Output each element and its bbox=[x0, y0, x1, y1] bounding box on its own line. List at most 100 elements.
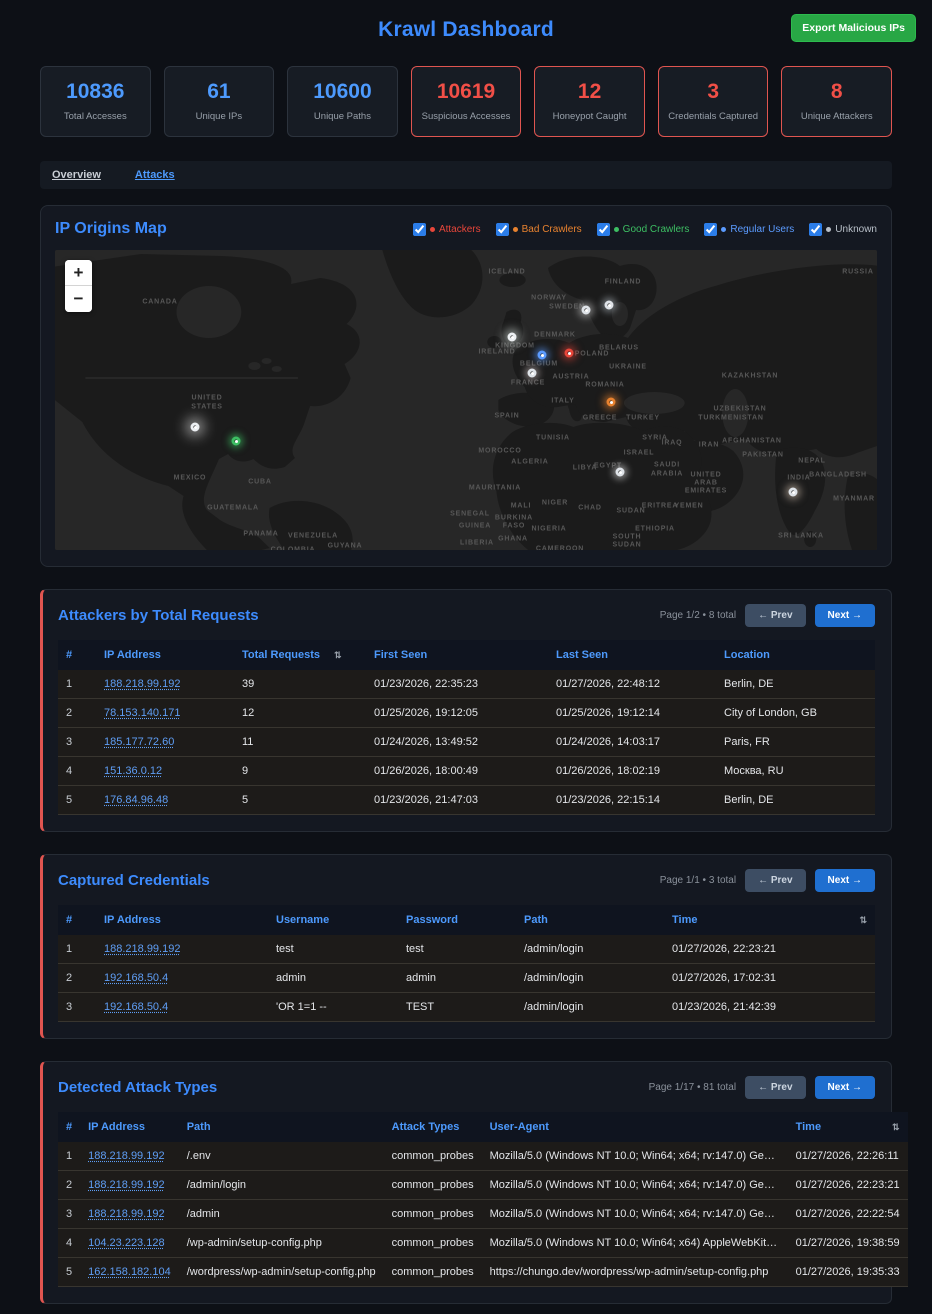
ip-link[interactable]: 192.168.50.4 bbox=[104, 1001, 168, 1013]
table-row: 3 192.168.50.4 'OR 1=1 -- TEST /admin/lo… bbox=[58, 993, 875, 1022]
map-marker-unknown[interactable] bbox=[605, 301, 614, 310]
table-row: 1 188.218.99.192 test test /admin/login … bbox=[58, 935, 875, 964]
ip-link[interactable]: 185.177.72.60 bbox=[104, 736, 174, 748]
ip-link[interactable]: 162.158.182.104 bbox=[88, 1266, 171, 1278]
prev-button[interactable]: ← Prev bbox=[745, 604, 805, 627]
ip-link[interactable]: 188.218.99.192 bbox=[88, 1179, 164, 1191]
map-legend-item[interactable]: Regular Users bbox=[704, 223, 794, 236]
map-legend-item[interactable]: Attackers bbox=[413, 223, 481, 236]
ip-link[interactable]: 151.36.0.12 bbox=[104, 765, 162, 777]
tab-overview[interactable]: Overview bbox=[52, 169, 101, 181]
credentials-table-title: Captured Credentials bbox=[58, 872, 210, 889]
table-row: 4 151.36.0.12 9 01/26/2026, 18:00:49 01/… bbox=[58, 757, 875, 786]
col-header-attack-types: Attack Types bbox=[384, 1112, 482, 1142]
table-row: 2 192.168.50.4 admin admin /admin/login … bbox=[58, 964, 875, 993]
cell-num: 1 bbox=[58, 1142, 80, 1171]
cell-path: /admin/login bbox=[516, 935, 664, 964]
cell-last-seen: 01/25/2026, 19:12:14 bbox=[548, 699, 716, 728]
map-marker-unknown[interactable] bbox=[528, 369, 537, 378]
cell-time: 01/23/2026, 21:42:39 bbox=[664, 993, 875, 1022]
map-legend-item[interactable]: Unknown bbox=[809, 223, 877, 236]
legend-dot bbox=[513, 227, 518, 232]
attackers-pager: Page 1/2 • 8 total ← Prev Next → bbox=[660, 604, 875, 627]
col-header-ip: IP Address bbox=[96, 905, 268, 935]
cell-requests: 11 bbox=[234, 728, 366, 757]
map-marker-unknown[interactable] bbox=[616, 468, 625, 477]
ip-link[interactable]: 78.153.140.171 bbox=[104, 707, 180, 719]
map-marker-unknown[interactable] bbox=[582, 306, 591, 315]
map-marker-bad-crawler[interactable] bbox=[607, 398, 616, 407]
ip-link[interactable]: 188.218.99.192 bbox=[104, 943, 180, 955]
cell-time: 01/27/2026, 22:26:11 bbox=[788, 1142, 908, 1171]
cell-num: 4 bbox=[58, 757, 96, 786]
zoom-out-button[interactable]: − bbox=[65, 286, 92, 312]
cell-num: 3 bbox=[58, 1200, 80, 1229]
cell-attack-types: common_probes bbox=[384, 1258, 482, 1287]
map-legend-item[interactable]: Bad Crawlers bbox=[496, 223, 582, 236]
ip-link[interactable]: 188.218.99.192 bbox=[104, 678, 180, 690]
sort-icon[interactable]: ⇅ bbox=[884, 1112, 908, 1142]
zoom-in-button[interactable]: + bbox=[65, 260, 92, 286]
ip-link[interactable]: 176.84.96.48 bbox=[104, 794, 168, 806]
table-row: 1 188.218.99.192 39 01/23/2026, 22:35:23… bbox=[58, 670, 875, 699]
stat-value: 12 bbox=[539, 80, 640, 104]
col-header-time[interactable]: Time bbox=[664, 905, 851, 935]
stats-row: 10836 Total Accesses 61 Unique IPs 10600… bbox=[40, 66, 892, 137]
cell-first-seen: 01/23/2026, 22:35:23 bbox=[366, 670, 548, 699]
cell-last-seen: 01/24/2026, 14:03:17 bbox=[548, 728, 716, 757]
cell-username: 'OR 1=1 -- bbox=[268, 993, 398, 1022]
prev-button[interactable]: ← Prev bbox=[745, 1076, 805, 1099]
cell-time: 01/27/2026, 22:23:21 bbox=[664, 935, 875, 964]
cell-path: /wp-admin/setup-config.php bbox=[179, 1229, 384, 1258]
legend-checkbox-unknown[interactable] bbox=[809, 223, 822, 236]
map-canvas[interactable]: + − CANADA UNITED STATES MEXICO CUBA GUATEMAL… bbox=[55, 250, 877, 550]
cell-requests: 12 bbox=[234, 699, 366, 728]
map-marker-unknown[interactable] bbox=[789, 488, 798, 497]
map-marker-regular-user[interactable] bbox=[538, 351, 547, 360]
stat-label: Unique Paths bbox=[292, 111, 393, 122]
attackers-table-card: Attackers by Total Requests Page 1/2 • 8… bbox=[40, 589, 892, 832]
stat-value: 8 bbox=[786, 80, 887, 104]
table-row: 3 188.218.99.192 /admin common_probes Mo… bbox=[58, 1200, 908, 1229]
cell-num: 1 bbox=[58, 935, 96, 964]
cell-time: 01/27/2026, 19:38:59 bbox=[788, 1229, 908, 1258]
sort-icon[interactable]: ⇅ bbox=[851, 905, 875, 935]
cell-location: Berlin, DE bbox=[716, 786, 875, 815]
legend-checkbox-regular-users[interactable] bbox=[704, 223, 717, 236]
map-marker-attacker[interactable] bbox=[565, 349, 574, 358]
map-marker-good-crawler[interactable] bbox=[232, 437, 241, 446]
map-legend-item[interactable]: Good Crawlers bbox=[597, 223, 690, 236]
cell-user-agent: Mozilla/5.0 (Windows NT 10.0; Win64; x64… bbox=[482, 1171, 788, 1200]
stat-label: Unique Attackers bbox=[786, 111, 887, 122]
legend-label: Bad Crawlers bbox=[522, 224, 582, 235]
ip-origins-map-card: IP Origins Map Attackers Bad Crawlers Go… bbox=[40, 205, 892, 567]
stat-card-credentials-captured: 3 Credentials Captured bbox=[658, 66, 769, 137]
cell-attack-types: common_probes bbox=[384, 1200, 482, 1229]
next-button[interactable]: Next → bbox=[815, 869, 875, 892]
cell-last-seen: 01/27/2026, 22:48:12 bbox=[548, 670, 716, 699]
next-button[interactable]: Next → bbox=[815, 1076, 875, 1099]
prev-button[interactable]: ← Prev bbox=[745, 869, 805, 892]
ip-link[interactable]: 192.168.50.4 bbox=[104, 972, 168, 984]
cell-num: 1 bbox=[58, 670, 96, 699]
cell-path: /admin/login bbox=[516, 993, 664, 1022]
col-header-requests[interactable]: Total Requests ⇅ bbox=[234, 640, 366, 670]
map-marker-unknown[interactable] bbox=[508, 333, 517, 342]
col-header-time[interactable]: Time bbox=[788, 1112, 884, 1142]
ip-link[interactable]: 188.218.99.192 bbox=[88, 1208, 164, 1220]
ip-link[interactable]: 188.218.99.192 bbox=[88, 1150, 164, 1162]
stat-label: Honeypot Caught bbox=[539, 111, 640, 122]
legend-checkbox-bad-crawlers[interactable] bbox=[496, 223, 509, 236]
next-button[interactable]: Next → bbox=[815, 604, 875, 627]
cell-num: 4 bbox=[58, 1229, 80, 1258]
cell-password: admin bbox=[398, 964, 516, 993]
export-malicious-ips-button[interactable]: Export Malicious IPs bbox=[791, 14, 916, 42]
cell-first-seen: 01/25/2026, 19:12:05 bbox=[366, 699, 548, 728]
tab-attacks[interactable]: Attacks bbox=[135, 169, 175, 181]
legend-checkbox-good-crawlers[interactable] bbox=[597, 223, 610, 236]
legend-checkbox-attackers[interactable] bbox=[413, 223, 426, 236]
table-row: 2 188.218.99.192 /admin/login common_pro… bbox=[58, 1171, 908, 1200]
map-marker-unknown[interactable] bbox=[191, 423, 200, 432]
table-row: 4 104.23.223.128 /wp-admin/setup-config.… bbox=[58, 1229, 908, 1258]
ip-link[interactable]: 104.23.223.128 bbox=[88, 1237, 164, 1249]
